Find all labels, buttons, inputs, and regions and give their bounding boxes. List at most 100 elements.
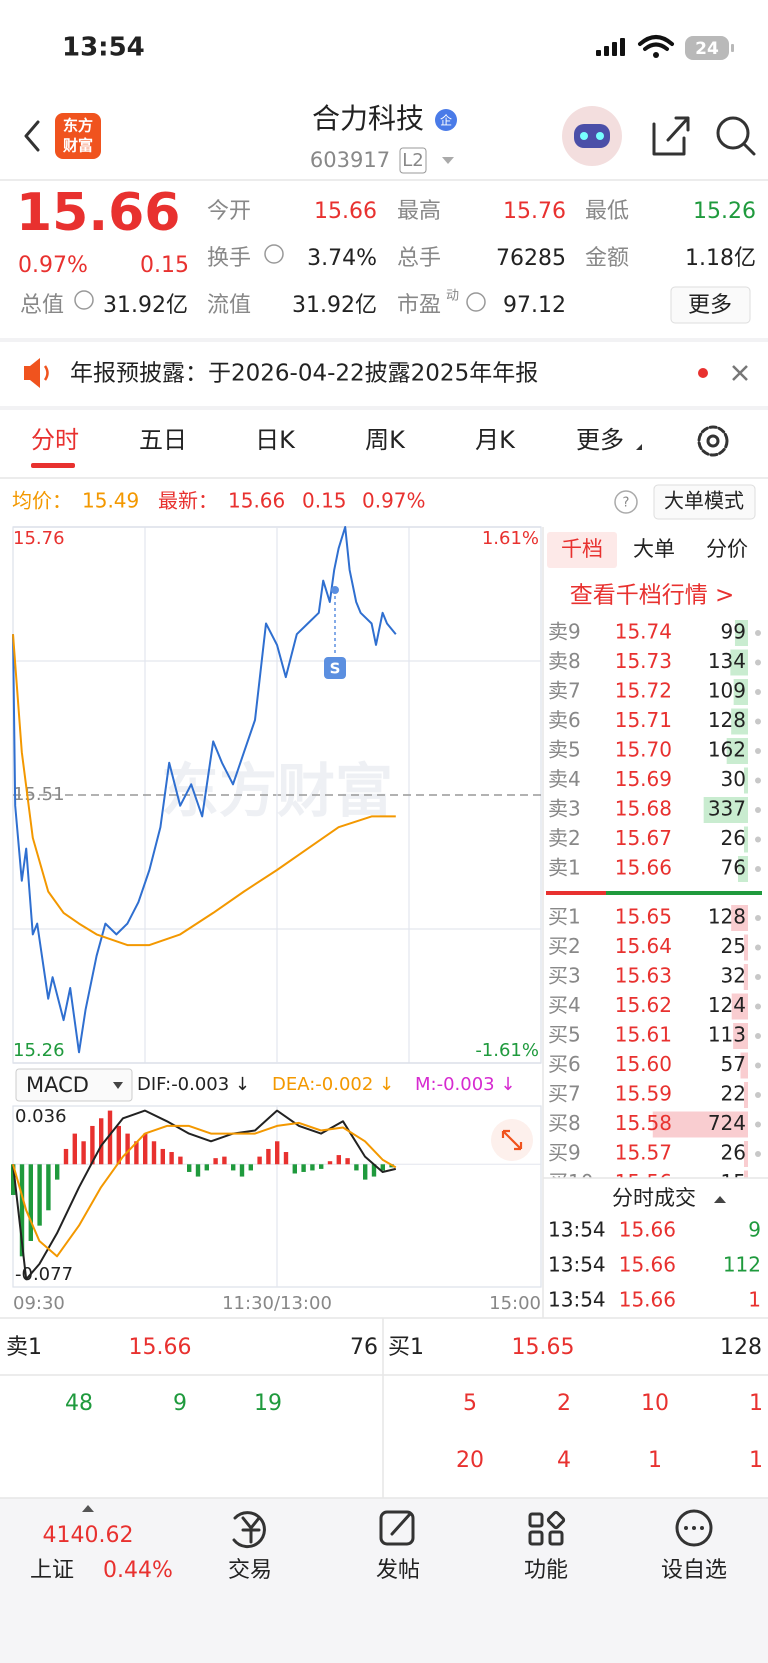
tab[interactable]: 周K: [365, 426, 406, 454]
info-icon[interactable]: [264, 244, 284, 264]
volume-bar: [743, 964, 748, 990]
level-label: 买9: [548, 1141, 581, 1165]
macd-bar: [275, 1141, 280, 1165]
level-volume: 15: [721, 1170, 746, 1194]
field-label: 最高: [397, 199, 441, 224]
legend-entry: DEA:-0.002 ↓: [272, 1074, 394, 1095]
level-volume: 724: [708, 1111, 746, 1135]
level-dot: [755, 1092, 761, 1098]
macd-bar: [81, 1141, 86, 1165]
settings-button[interactable]: [697, 425, 729, 457]
last-change: 0.15: [302, 489, 347, 513]
level-volume: 76: [721, 856, 746, 880]
volume-bar: [726, 738, 748, 764]
tab-bar-item[interactable]: 功能: [524, 1558, 568, 1583]
volume-bar: [733, 679, 748, 705]
signal-marker[interactable]: [324, 657, 346, 679]
dropdown-arrow[interactable]: [442, 157, 454, 164]
level-volume: 57: [721, 1052, 746, 1076]
tab-bar-item[interactable]: 交易: [228, 1558, 272, 1583]
trade-volume: 9: [748, 1218, 761, 1242]
book-tab[interactable]: 千档: [561, 537, 603, 561]
field-value: 31.92亿: [292, 293, 377, 318]
queue-order: 19: [254, 1391, 282, 1416]
level-dot: [755, 777, 761, 784]
tab[interactable]: 更多: [576, 426, 624, 454]
macd-bar: [327, 1161, 333, 1165]
order-queues: 48 9 19 5 2 10 1 20 4 1 1: [65, 1391, 763, 1473]
volume-bar: [731, 905, 748, 931]
search-button[interactable]: [716, 116, 756, 156]
tab[interactable]: 五日: [139, 426, 187, 454]
level-volume: 128: [708, 905, 746, 929]
level-dot: [755, 718, 761, 725]
field-value: 97.12: [503, 293, 566, 318]
book-tab[interactable]: 大单: [633, 537, 675, 561]
tab-bar-item[interactable]: 发帖: [376, 1558, 420, 1583]
index-value[interactable]: 4140.62: [43, 1523, 134, 1548]
last-value: 15.66: [228, 489, 285, 513]
notice-text[interactable]: 年报预披露：于2026-04-22披露2025年年报: [70, 361, 538, 387]
selector-arrow: [113, 1082, 123, 1089]
macd-bar: [354, 1164, 359, 1171]
battery-tip: [731, 44, 734, 52]
macd-bar: [46, 1164, 51, 1211]
tab-bar: [0, 1498, 768, 1663]
help-icon[interactable]: [614, 490, 638, 514]
last-change-percent: 0.97%: [362, 489, 426, 513]
field-value: 3.74%: [307, 246, 377, 271]
tab[interactable]: 分时: [31, 426, 79, 454]
book-tabs: 千档 大单 分价: [561, 537, 748, 561]
book-link[interactable]: 查看千档行情 >: [570, 583, 735, 609]
macd-bar: [63, 1148, 69, 1165]
macd-bar: [292, 1164, 297, 1174]
field-label: 金额: [585, 246, 629, 271]
trades: 13:54 15.66 9 13:54 15.66 112 13:54 15.66 1: [548, 1218, 761, 1312]
index-name[interactable]: 上证: [30, 1558, 74, 1583]
indicator-name: MACD: [26, 1073, 89, 1097]
level-box: [399, 147, 427, 174]
level-label: 卖1: [548, 856, 581, 880]
queue-order: 48: [65, 1391, 93, 1416]
book-divider-red: [546, 891, 606, 895]
level-volume: 22: [721, 1082, 746, 1106]
info-icon[interactable]: [74, 290, 94, 310]
macd-bar: [19, 1164, 25, 1257]
level-dot: [755, 1033, 761, 1039]
tab-more-arrow: [636, 444, 642, 450]
level-price: 15.66: [615, 856, 672, 880]
tab[interactable]: 月K: [475, 426, 516, 454]
last-label: 最新：: [158, 489, 218, 513]
macd-bar: [116, 1125, 121, 1165]
indicator-selector[interactable]: [15, 1068, 133, 1102]
trades-arrow: [714, 1196, 726, 1203]
tab-underline: [31, 463, 75, 468]
level-label: 卖2: [548, 826, 581, 850]
trade-price: 15.66: [619, 1253, 676, 1277]
level-volume: 162: [708, 738, 746, 762]
book-tab[interactable]: 分价: [706, 537, 748, 561]
macd-bar: [371, 1164, 377, 1177]
level-volume: 128: [708, 708, 746, 732]
more-button[interactable]: [670, 286, 751, 324]
legend-entry: M:-0.003 ↓: [415, 1074, 515, 1095]
tab-bar-item[interactable]: 设自选: [661, 1558, 727, 1583]
info-icon[interactable]: [466, 292, 486, 312]
macd-chart: 09:30 11:30/13:00 15:00 -0.077 0.036: [11, 1106, 541, 1314]
back-button[interactable]: [24, 120, 40, 152]
share-button[interactable]: [652, 116, 690, 156]
macd-bar: [345, 1158, 350, 1165]
trade-volume: 1: [748, 1288, 761, 1312]
order-book: 卖9 15.74 99 卖8 15.73 134 卖7 15.72 109 卖6 15.71 128 卖…: [548, 620, 761, 1194]
index-change[interactable]: 0.44%: [103, 1558, 173, 1583]
close-button[interactable]: [732, 365, 748, 381]
level-price: 15.60: [615, 1052, 672, 1076]
volume-bar: [738, 856, 748, 882]
y2-tick-label: -1.61%: [475, 1040, 539, 1061]
queue-order: 4: [557, 1448, 571, 1473]
mode-button[interactable]: [653, 484, 756, 520]
trades-title[interactable]: 分时成交: [612, 1186, 696, 1210]
tab[interactable]: 日K: [255, 426, 296, 454]
volume-bar: [731, 708, 748, 735]
